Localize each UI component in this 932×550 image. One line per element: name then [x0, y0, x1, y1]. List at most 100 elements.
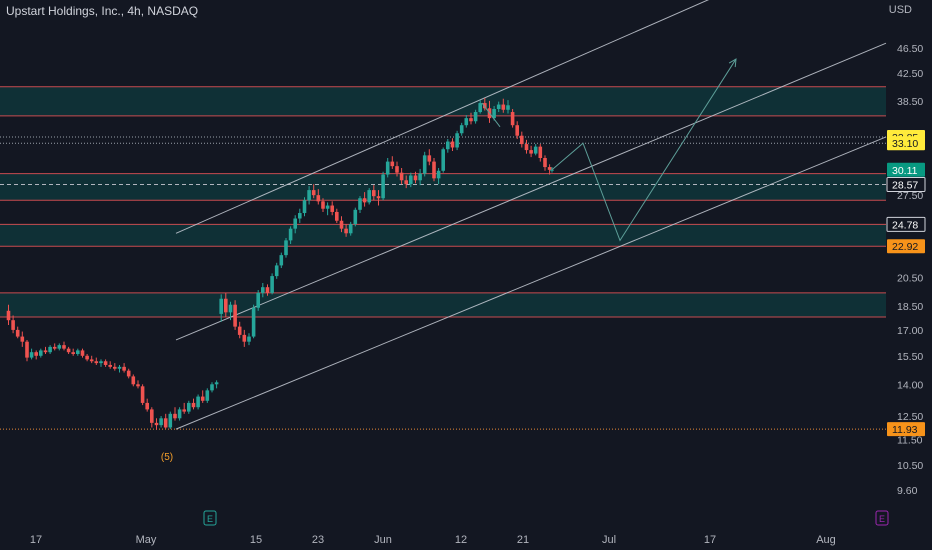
candle-body-74	[348, 224, 353, 234]
candle-body-65	[307, 190, 311, 201]
y-tick-19: 9.60	[897, 485, 918, 497]
price-label-box-6	[887, 422, 925, 437]
candle-body-50	[237, 326, 242, 335]
candle-body-57	[270, 276, 274, 293]
y-tick-11: 18.50	[897, 301, 923, 313]
price-label-box-4	[886, 216, 926, 232]
candle-body-24	[117, 366, 122, 369]
earnings-icon-right[interactable]	[875, 510, 889, 526]
candle-body-41	[196, 396, 200, 408]
candle-body-68	[321, 201, 325, 209]
candle-body-99	[464, 118, 469, 126]
candle-body-89	[418, 173, 422, 181]
y-tick-17: 11.50	[897, 434, 923, 446]
candle-body-91	[427, 155, 432, 162]
earnings-icon[interactable]	[203, 510, 217, 526]
candle-body-33	[159, 418, 163, 426]
candle-body-80	[376, 196, 381, 199]
price-label-box-3	[886, 176, 926, 192]
candle-body-47	[224, 298, 228, 313]
candle-body-88	[413, 175, 418, 181]
projection-path	[551, 58, 737, 242]
candle-body-31	[150, 409, 154, 423]
candle-body-83	[390, 161, 395, 167]
wave-label: (5)	[161, 452, 173, 463]
candle-body-95	[446, 141, 450, 150]
x-tick-2: 15	[250, 534, 262, 546]
candle-body-102	[478, 103, 482, 113]
candle-body-15	[76, 350, 80, 354]
y-tick-10: 20.50	[897, 272, 923, 284]
x-tick-6: 21	[517, 534, 529, 546]
candle-body-23	[113, 366, 117, 369]
y-tick-7: 27.50	[897, 190, 923, 202]
candle-body-35	[168, 413, 173, 428]
candle-body-16	[80, 350, 85, 356]
candle-body-101	[473, 112, 478, 122]
candle-body-94	[441, 149, 445, 171]
channel-line-0	[175, 0, 710, 234]
zone-3	[0, 292, 886, 318]
candle-body-22	[108, 364, 112, 367]
candle-body-116	[543, 158, 547, 168]
candle-body-64	[302, 200, 307, 214]
y-tick-0: 46.50	[897, 43, 923, 55]
candle-body-32	[154, 422, 159, 426]
candle-body-56	[265, 287, 270, 293]
candle-body-73	[344, 228, 348, 234]
candle-body-26	[126, 370, 131, 377]
candle-body-42	[200, 396, 205, 401]
price-label-box-5	[887, 239, 925, 254]
y-tick-15: 12.50	[897, 411, 923, 423]
y-tick-18: 10.50	[897, 460, 923, 472]
candle-body-2	[15, 329, 20, 337]
candle-body-40	[191, 402, 196, 408]
candle-body-37	[177, 409, 182, 419]
x-tick-9: Aug	[816, 534, 836, 546]
candle-body-72	[339, 220, 344, 229]
candle-body-103	[483, 103, 487, 109]
projection-arrow	[481, 102, 501, 128]
candle-body-9	[48, 346, 52, 353]
candle-body-92	[432, 161, 436, 179]
candle-body-98	[459, 125, 464, 134]
candle-body-54	[256, 292, 260, 308]
candle-body-96	[450, 141, 455, 148]
y-tick-13: 15.50	[897, 351, 923, 363]
candle-body-58	[274, 265, 279, 277]
candle-body-52	[247, 336, 251, 342]
price-label-box-1	[887, 136, 925, 151]
candle-body-84	[395, 166, 399, 173]
candle-body-93	[436, 170, 441, 179]
candle-body-53	[251, 307, 256, 337]
projection-arrowhead	[728, 58, 737, 68]
candle-body-51	[242, 334, 247, 342]
candle-body-59	[279, 255, 284, 266]
candle-body-108	[506, 105, 510, 110]
price-label-box-2	[887, 162, 925, 177]
candle-body-78	[367, 190, 371, 203]
candle-body-27	[131, 376, 136, 385]
candle-body-69	[325, 205, 330, 209]
channel-line-1	[175, 42, 887, 341]
channel-line-2	[175, 136, 887, 430]
x-tick-0: 17	[30, 534, 42, 546]
x-tick-3: 23	[312, 534, 324, 546]
candle-body-49	[233, 304, 237, 327]
candle-body-5	[29, 352, 34, 358]
earnings-icon-right-letter: E	[879, 514, 885, 524]
candle-body-100	[469, 118, 473, 122]
candle-body-38	[182, 409, 186, 412]
price-label-1: 33.10	[892, 138, 918, 150]
candle-body-18	[89, 359, 94, 362]
candle-body-13	[66, 348, 71, 353]
price-label-6: 11.93	[892, 424, 918, 436]
price-label-2: 30.11	[892, 165, 918, 177]
candle-body-81	[381, 174, 385, 199]
candle-body-105	[492, 109, 496, 119]
candle-body-1	[11, 320, 15, 330]
candle-body-3	[20, 336, 25, 342]
candle-body-60	[284, 240, 288, 256]
y-tick-1: 42.50	[897, 68, 923, 80]
